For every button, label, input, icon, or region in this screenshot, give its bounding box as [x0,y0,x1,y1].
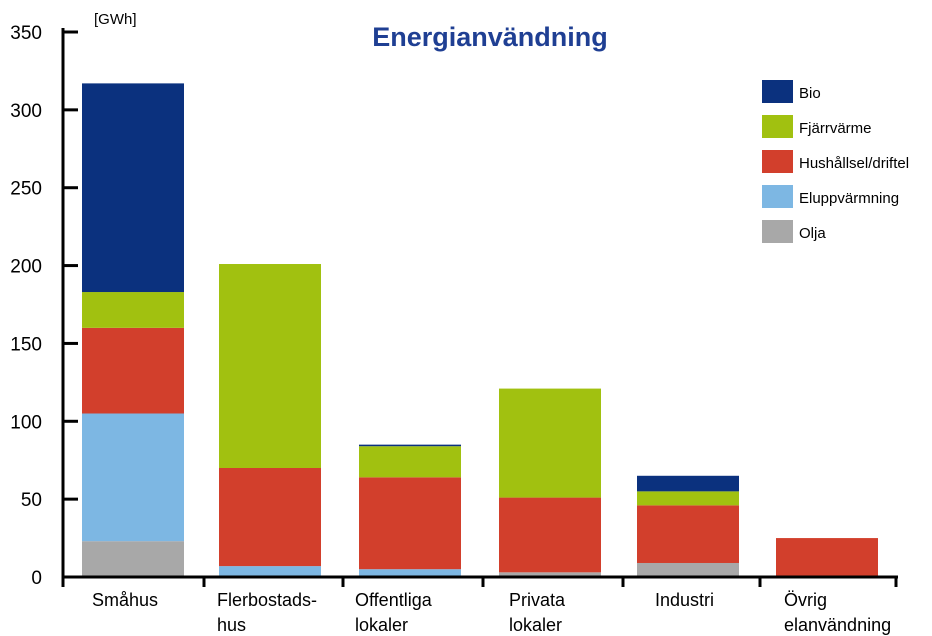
x-tick-label: lokaler [509,615,562,635]
bar-industri-hushallsel-driftel [637,505,739,563]
y-tick-label: 250 [10,179,42,200]
legend-item-fjarrvarme: Fjärrvärme [762,115,872,138]
x-tick-label: Flerbostads- [217,590,317,610]
legend: Bio Fjärrvärme Hushållsel/driftel Eluppvärm… [762,80,909,243]
y-axis-ticks: 0 50 100 150 200 250 300 350 [10,23,78,589]
x-tick-label: hus [217,615,246,635]
bar-privata-lokaler-fjarrvarme [499,388,601,498]
legend-swatch [762,220,793,243]
legend-item-bio: Bio [762,80,821,103]
x-tick-label: Offentliga [355,590,433,610]
legend-swatch [762,185,793,208]
legend-label: Fjärrvärme [799,120,872,137]
bar-industri-olja [637,562,739,577]
y-tick-label: 200 [10,257,42,278]
bar-smahus-eluppvarmning [82,413,184,542]
legend-swatch [762,150,793,173]
bar-offentliga-lokaler-bio [359,444,461,447]
bar-offentliga-lokaler-fjarrvarme [359,446,461,478]
y-unit-label: [GWh] [94,11,137,28]
x-axis-labels: Småhus Flerbostads-hus Offentliga lokaler Pr… [92,590,891,635]
y-tick-label: 350 [10,23,42,44]
bar-offentliga-lokaler-eluppvarmning [359,569,461,577]
axes [61,28,898,587]
y-tick-label: 50 [21,490,42,511]
legend-item-hushallsel-driftel: Hushållsel/driftel [762,150,909,173]
y-tick-label: 100 [10,412,42,433]
x-tick-label: elanvändning [784,615,891,635]
bar-flerbostads-hus-eluppvarmning [219,566,321,577]
bar-flerbostads-hus-fjarrvarme [219,264,321,468]
bar-offentliga-lokaler-hushallsel-driftel [359,477,461,570]
bar-industri-fjarrvarme [637,491,739,506]
x-tick-label: Småhus [92,590,158,610]
legend-label: Hushållsel/driftel [799,155,909,172]
bar-smahus-hushallsel-driftel [82,327,184,414]
legend-swatch [762,115,793,138]
bar-ovrig-elanvandning-hushallsel-driftel [776,538,878,577]
bar-group [82,83,878,577]
bar-flerbostads-hus-hushallsel-driftel [219,468,321,567]
bar-industri-bio [637,475,739,492]
legend-label: Eluppvärmning [799,190,899,207]
bar-smahus-bio [82,83,184,293]
x-tick-label: Industri [655,590,714,610]
legend-item-eluppvarmning: Eluppvärmning [762,185,899,208]
chart-title: Energianvändning [372,22,608,52]
legend-swatch [762,80,793,103]
legend-label: Bio [799,85,821,102]
y-tick-label: 0 [31,568,42,589]
bar-privata-lokaler-hushallsel-driftel [499,497,601,573]
bar-smahus-fjarrvarme [82,292,184,328]
bar-privata-lokaler-olja [499,572,601,577]
x-tick-label: Privata [509,590,566,610]
legend-label: Olja [799,225,826,242]
y-tick-label: 300 [10,101,42,122]
y-tick-label: 150 [10,334,42,355]
x-tick-label: lokaler [355,615,408,635]
bar-smahus-olja [82,541,184,577]
x-tick-label: Övrig [784,590,827,610]
legend-item-olja: Olja [762,220,826,243]
